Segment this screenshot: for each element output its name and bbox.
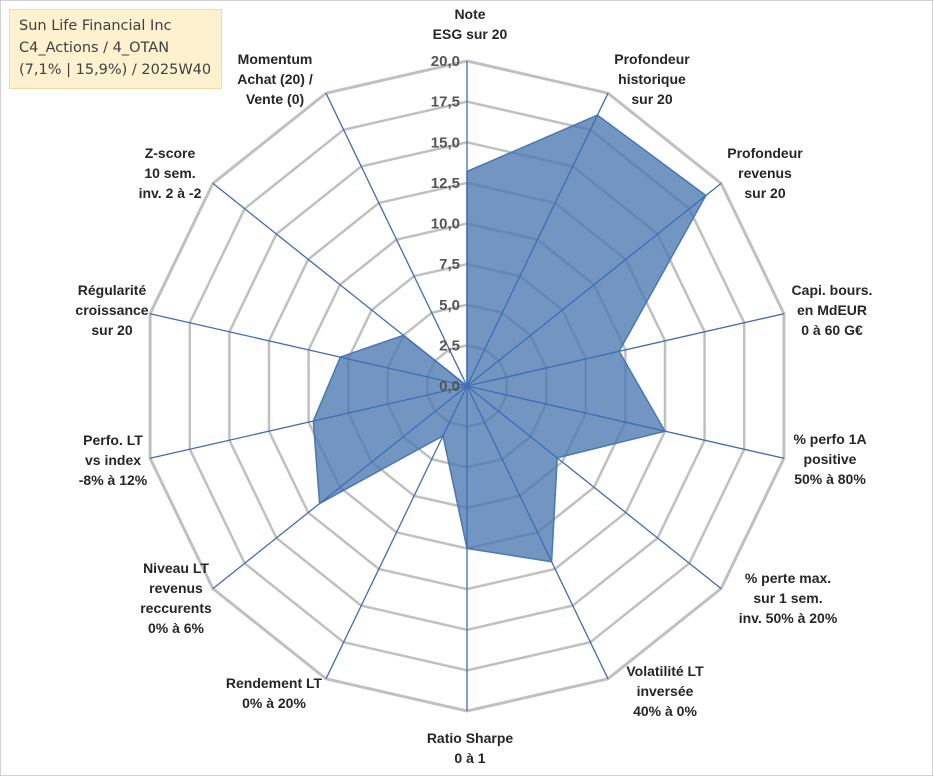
data-point [618, 350, 620, 352]
tick-label: 10,0 [431, 216, 460, 233]
axis-spoke [466, 313, 785, 387]
axis-label: % perte max. sur 1 sem. inv. 50% à 20% [739, 570, 838, 626]
axis-spoke [325, 385, 468, 680]
tick-label: 20,0 [431, 53, 460, 70]
tick-labels: 0,0 2,5 5,0 7,5 10,0 12,5 15,0 17,5 20,0 [431, 53, 460, 395]
axis-label: Profondeur revenus sur 20 [727, 145, 803, 201]
data-point [705, 195, 707, 196]
axis-label: Ratio Sharpe 0 à 1 [427, 730, 514, 766]
data-point [339, 356, 341, 358]
axis-label: Z-score 10 sem. inv. 2 à -2 [139, 145, 202, 201]
data-point [466, 548, 468, 549]
tick-label: 0,0 [439, 378, 460, 395]
axis-spoke [212, 182, 468, 387]
data-point [319, 503, 321, 504]
axis-label: Momentum Achat (20) / Vente (0) [237, 51, 313, 107]
axis-label: Volatilité LT inversée 40% à 0% [626, 663, 704, 719]
data-point [466, 385, 468, 387]
axis-spoke [466, 385, 722, 590]
axis-spokes [149, 61, 785, 711]
data-point [556, 457, 558, 459]
axis-label: Perfo. LT vs index -8% à 12% [79, 432, 148, 488]
axis-spoke [212, 385, 468, 590]
data-point [466, 171, 468, 172]
axis-label: Régularité croissance sur 20 [75, 282, 148, 338]
axis-spoke [466, 92, 609, 387]
axis-label: Note ESG sur 20 [433, 6, 508, 42]
axis-labels: Note ESG sur 20 Profondeur historique sur 20… [75, 6, 872, 766]
axis-spoke [325, 92, 468, 387]
series-area [312, 114, 707, 563]
axis-spoke [466, 385, 785, 459]
tick-label: 15,0 [431, 134, 460, 151]
axis-spoke [149, 313, 468, 387]
tick-label: 7,5 [439, 256, 460, 273]
axis-spoke [149, 385, 468, 459]
data-point [596, 114, 598, 116]
data-point [664, 430, 666, 432]
data-point [442, 435, 444, 437]
data-point [551, 561, 553, 563]
category-label: C4_Actions / 4_OTAN [19, 40, 170, 56]
axis-spoke [466, 385, 609, 680]
axis-label: Profondeur historique sur 20 [614, 51, 690, 107]
data-point [403, 334, 404, 336]
tick-label: 2,5 [439, 337, 460, 354]
axis-label: Rendement LT 0% à 20% [226, 675, 323, 711]
axis-label: Capi. bours. en MdEUR 0 à 60 G€ [792, 282, 873, 338]
stats-label: (7,1% | 15,9%) / 2025W40 [19, 62, 212, 78]
axis-spoke [466, 182, 722, 387]
data-point [312, 420, 314, 422]
company-name: Sun Life Financial Inc [19, 18, 172, 34]
axis-label: % perfo 1A positive 50% à 80% [793, 431, 866, 487]
tick-label: 17,5 [431, 94, 460, 111]
title-box: Sun Life Financial Inc C4_Actions / 4_OT… [9, 9, 222, 89]
tick-label: 12,5 [431, 175, 460, 192]
axis-label: Niveau LT revenus reccurents 0% à 6% [140, 560, 212, 636]
tick-label: 5,0 [439, 297, 460, 314]
